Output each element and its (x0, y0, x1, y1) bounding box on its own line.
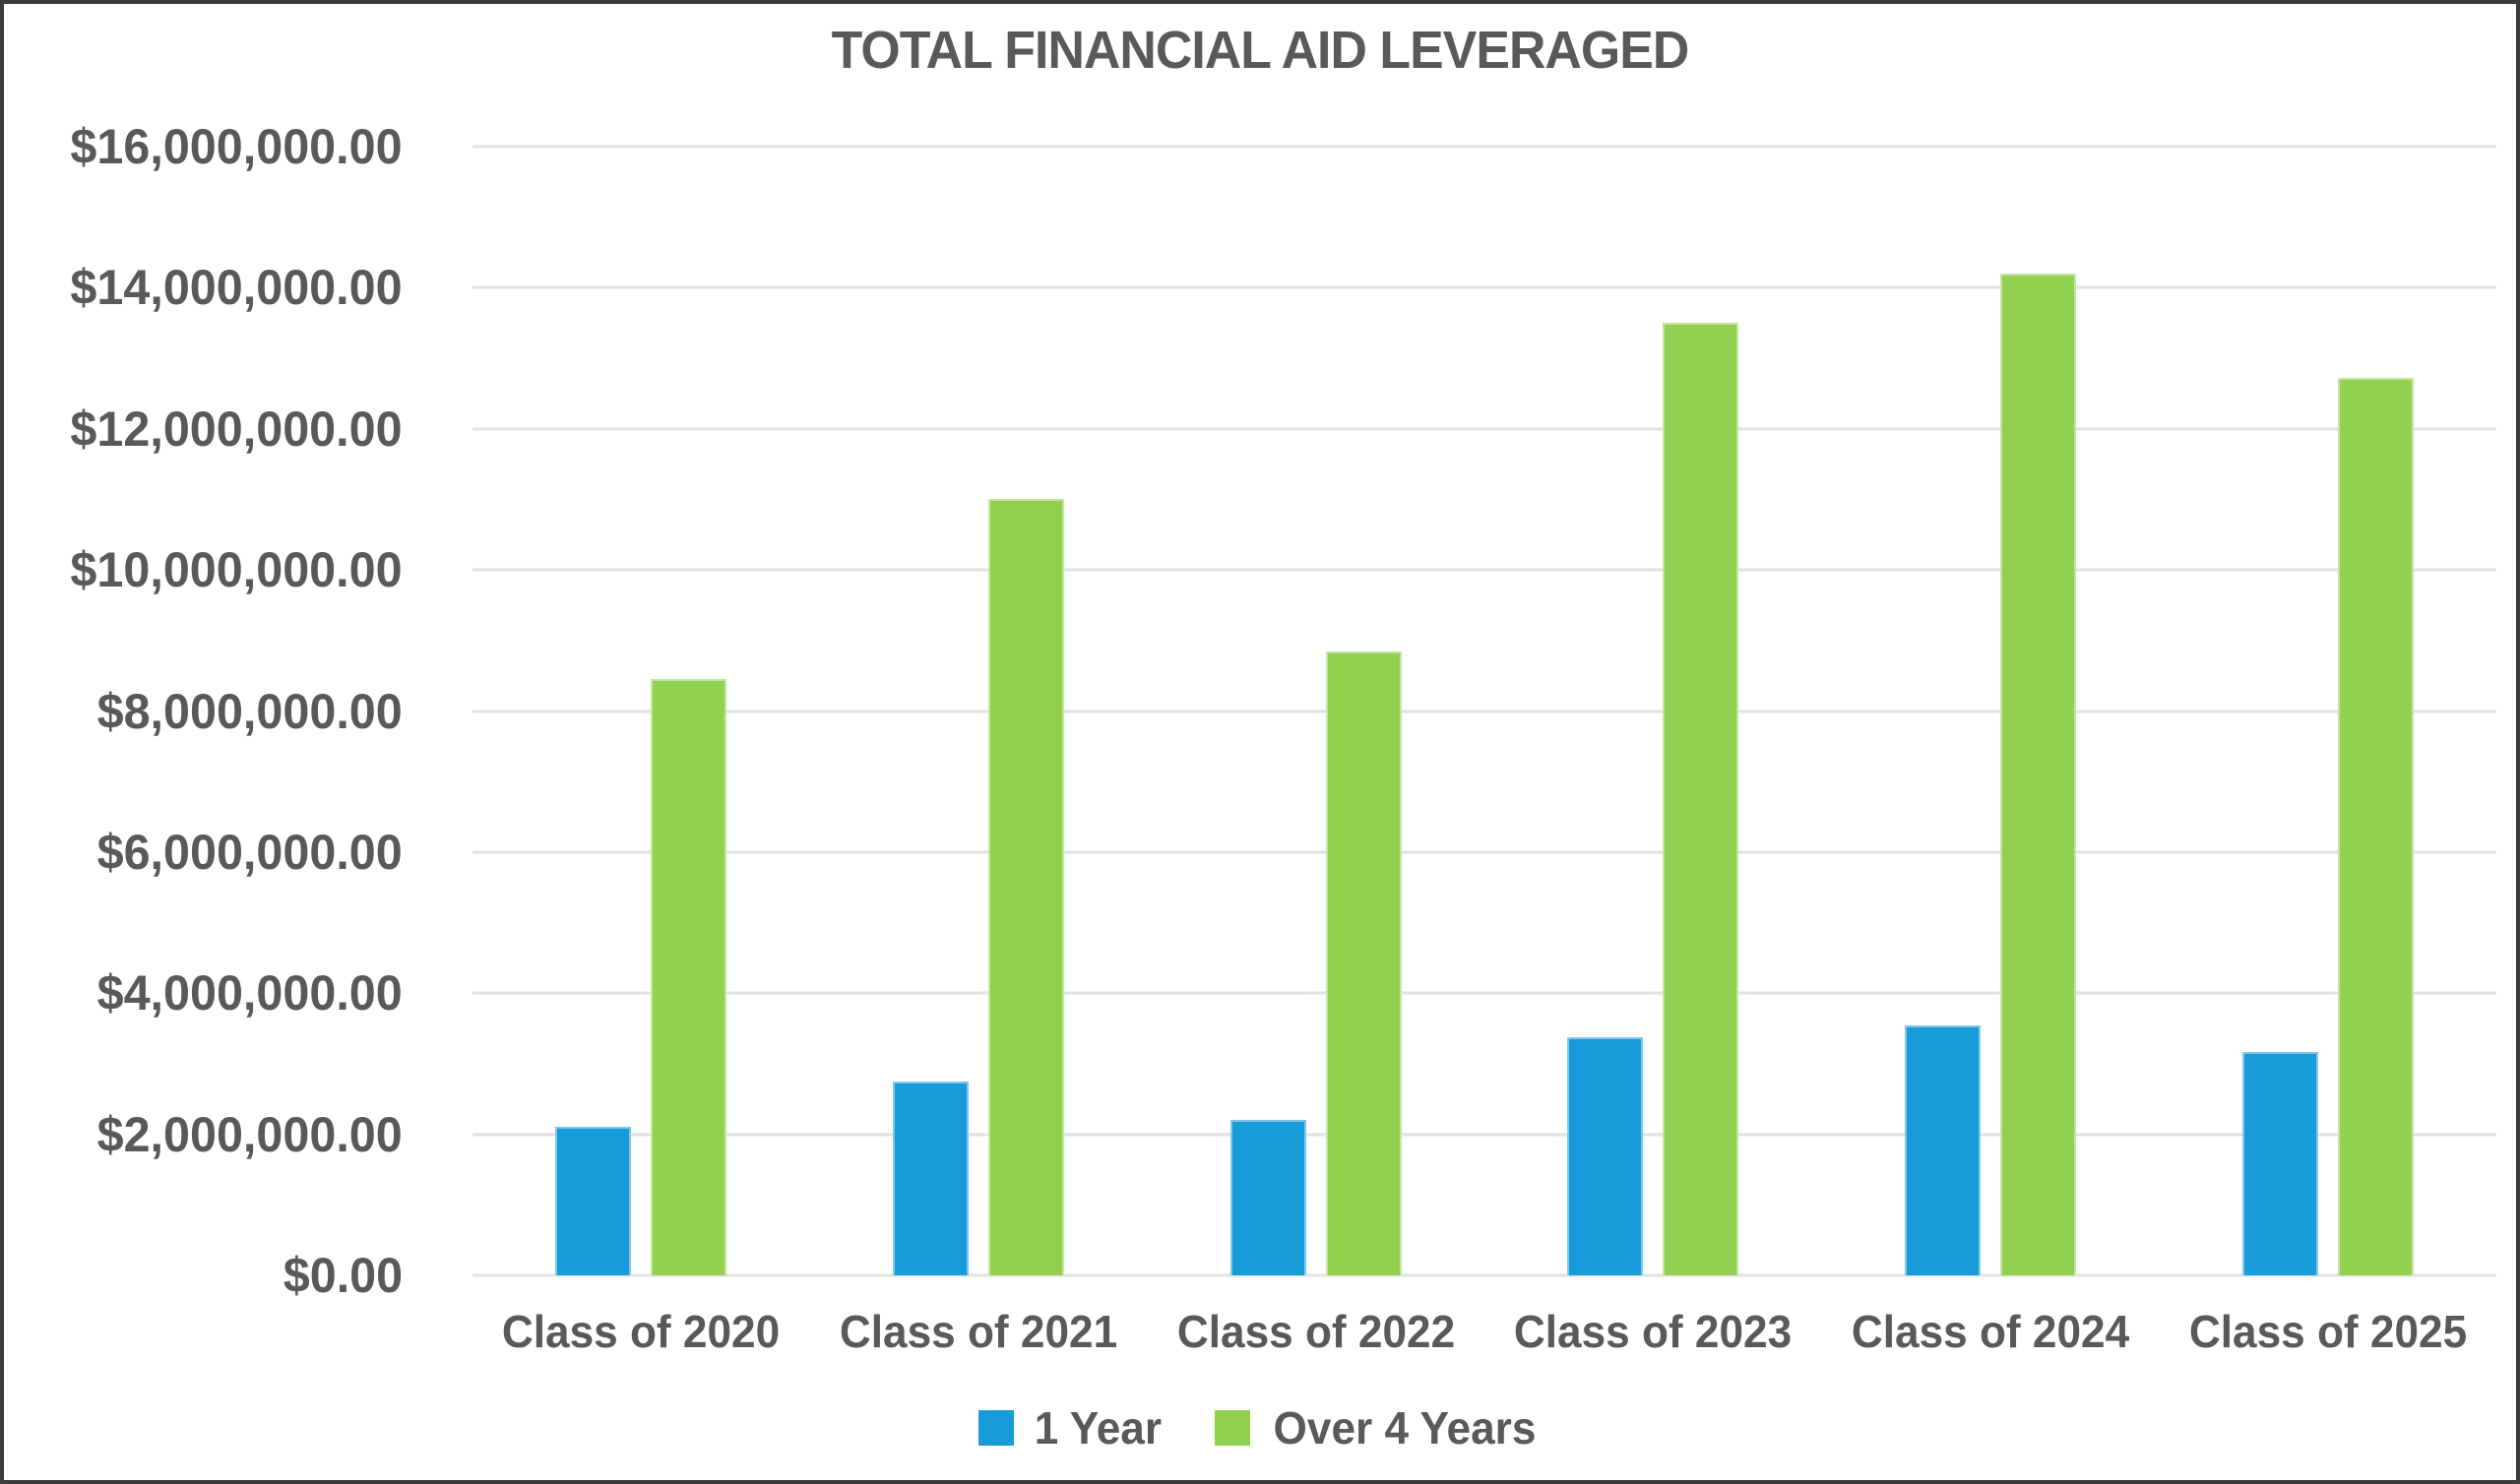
category-group (1484, 147, 1822, 1275)
chart-title: TOTAL FINANCIAL AID LEVERAGED (831, 21, 1690, 80)
category-group (472, 147, 810, 1275)
bar-1-year (1567, 1037, 1644, 1275)
category-group (2159, 147, 2496, 1275)
x-tick-label: Class of 2022 (1176, 1306, 1455, 1357)
gridline (472, 427, 2496, 431)
bar-1-year (1904, 1024, 1981, 1275)
x-tick-label: Class of 2020 (502, 1306, 781, 1357)
bar-1-year (1229, 1120, 1306, 1275)
bar-over-4-years (987, 499, 1064, 1275)
y-tick-label: $4,000,000.00 (96, 965, 403, 1021)
x-tick-label: Class of 2025 (2188, 1306, 2467, 1357)
legend-item: 1 Year (977, 1401, 1165, 1454)
bar-over-4-years (1663, 323, 1739, 1275)
y-tick-label: $16,000,000.00 (70, 119, 403, 174)
gridline (472, 1133, 2496, 1137)
x-tick-label: Class of 2024 (1851, 1306, 2130, 1357)
y-tick-label: $0.00 (283, 1248, 403, 1303)
y-tick-label: $6,000,000.00 (96, 824, 403, 880)
y-tick-label: $8,000,000.00 (96, 683, 403, 739)
category-group (810, 147, 1148, 1275)
gridline (472, 710, 2496, 712)
plot-area (472, 145, 2496, 1277)
gridline (472, 991, 2496, 995)
legend-item: Over 4 Years (1215, 1401, 1542, 1454)
gridline (472, 1273, 2496, 1277)
bar-over-4-years (651, 679, 727, 1275)
bar-over-4-years (1325, 651, 1402, 1275)
legend-label: 1 Year (1034, 1402, 1162, 1453)
x-tick-label: Class of 2023 (1514, 1306, 1793, 1357)
category-group (1147, 147, 1484, 1275)
bar-over-4-years (2337, 378, 2414, 1275)
y-tick-label: $14,000,000.00 (70, 260, 403, 316)
x-tick-label: Class of 2021 (839, 1306, 1118, 1357)
y-axis: $16,000,000.00 $14,000,000.00 $12,000,000.… (4, 119, 403, 1303)
y-tick-label: $2,000,000.00 (96, 1106, 403, 1162)
legend-label: Over 4 Years (1273, 1402, 1537, 1453)
bar-1-year (555, 1127, 632, 1275)
legend: 1 Year Over 4 Years (4, 1401, 2516, 1454)
gridline (472, 285, 2496, 289)
bar-1-year (892, 1081, 969, 1275)
gridline (472, 850, 2496, 854)
bar-over-4-years (1999, 274, 2076, 1275)
gridline (472, 568, 2496, 572)
category-group (1822, 147, 2160, 1275)
y-tick-label: $10,000,000.00 (70, 542, 403, 598)
legend-swatch (1215, 1410, 1251, 1446)
gridline (472, 145, 2496, 149)
x-axis: Class of 2020 Class of 2021 Class of 2022 C… (472, 1305, 2496, 1364)
y-tick-label: $12,000,000.00 (70, 401, 403, 457)
legend-swatch (977, 1410, 1014, 1446)
bar-1-year (2241, 1052, 2318, 1275)
